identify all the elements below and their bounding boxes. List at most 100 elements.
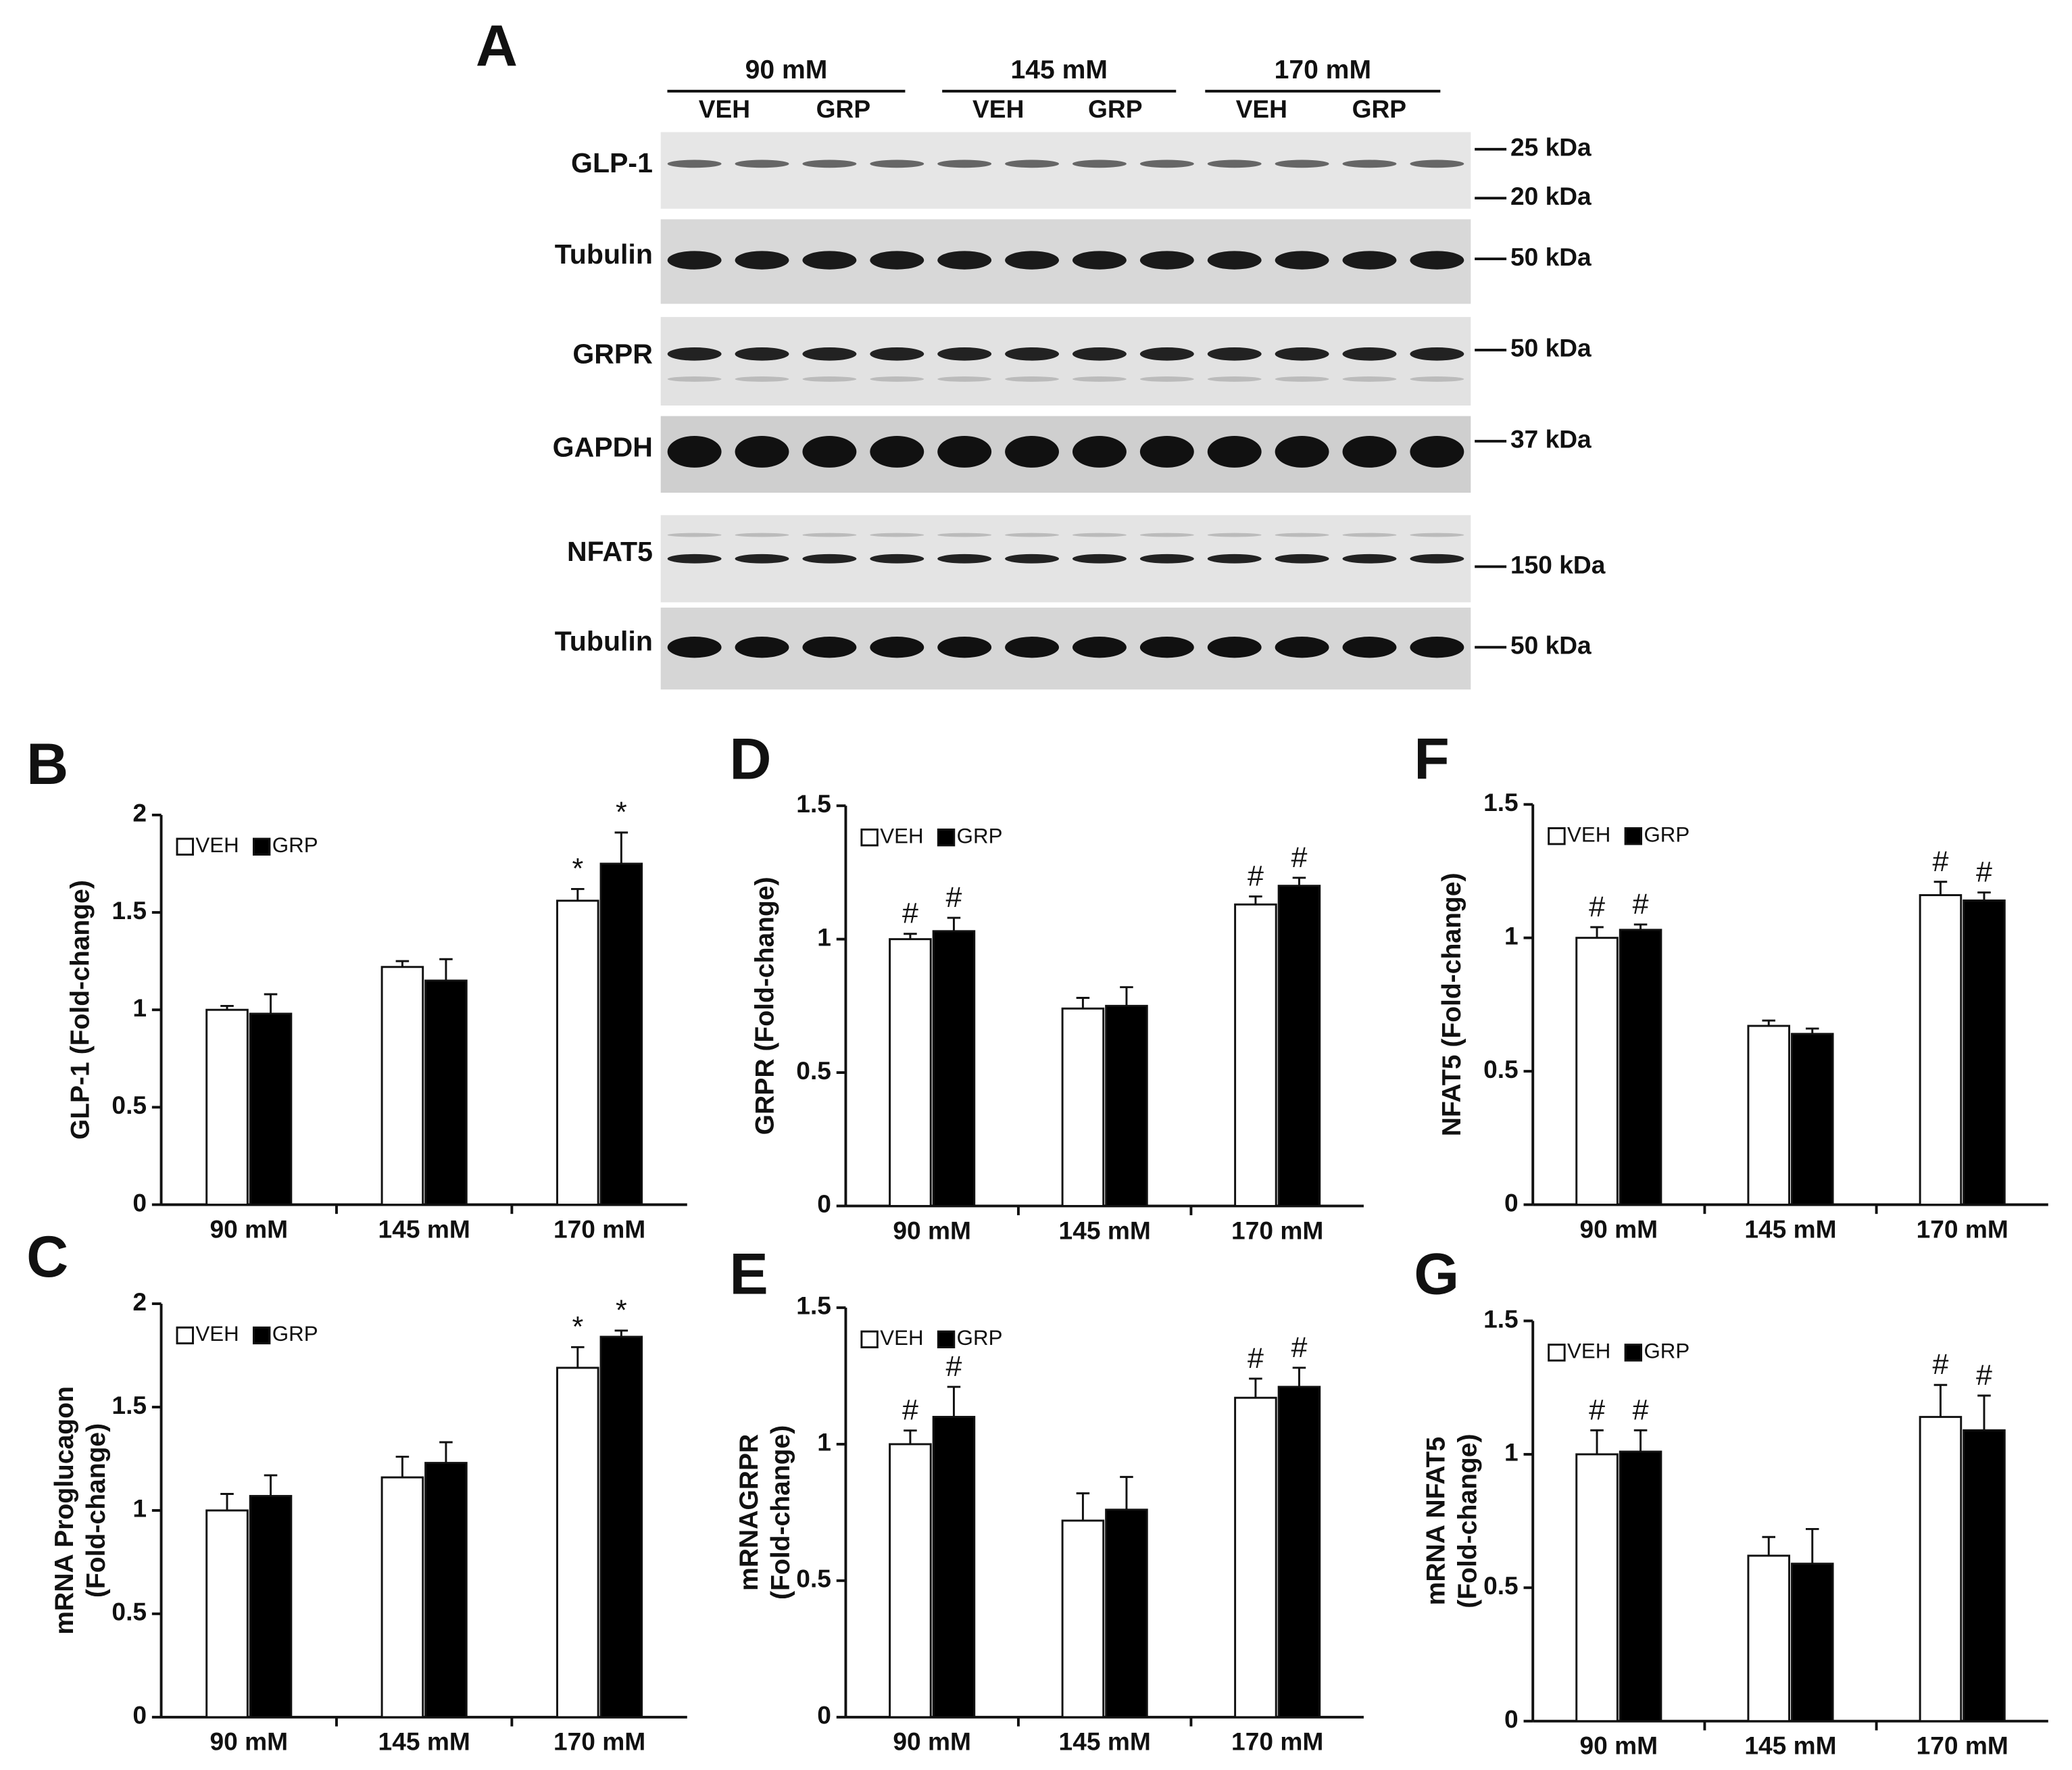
error-bar [439,1441,453,1463]
blot-band [1410,251,1464,270]
x-tick-label: 145 mM [1059,1216,1151,1244]
error-bar [1977,891,1991,901]
blot-band [1005,435,1060,468]
row-label: GAPDH [553,431,653,462]
blot-band [1410,637,1464,658]
blot-strip [660,317,1471,406]
blot-band [937,554,992,564]
lane-label: GRP [1352,95,1406,123]
bar [1061,1519,1105,1719]
y-tick-label: 1.5 [1483,788,1519,816]
error-bar [1977,1394,1991,1431]
blot-band [1207,347,1262,361]
y-tick-label: 0.5 [796,1056,831,1085]
x-tick-label: 90 mM [893,1727,971,1756]
bar [1277,1385,1321,1719]
legend-swatch [937,828,956,847]
group-label: 90 mM [745,55,828,84]
blot-band [1342,251,1397,270]
blot-band [1072,637,1127,658]
y-tick-label: 0 [817,1189,831,1218]
blot-band [937,251,992,270]
panel-label: B [26,732,68,797]
x-tick-label: 90 mM [893,1216,971,1244]
marker-label: 20 kDa [1510,182,1592,210]
bar [1105,1004,1148,1207]
x-tick-label: 145 mM [1744,1214,1836,1243]
group-label: 170 mM [1275,55,1371,84]
blot-band [1342,533,1397,537]
row-label: GLP-1 [571,147,653,178]
legend-swatch [1624,827,1643,845]
legend-swatch [1548,827,1566,845]
y-axis-label: GLP-1 (Fold-change) [66,880,95,1139]
blot-band [870,554,924,564]
legend-swatch [860,1330,879,1349]
bar [556,1367,599,1719]
blot-band [735,637,789,658]
error-bar [571,1346,585,1368]
error-bar [1762,1535,1776,1556]
blot-band [1410,159,1464,168]
legend-swatch [176,837,194,856]
significance-marker: # [1633,1394,1649,1426]
blot-band [870,347,924,361]
panel-label: A [476,14,518,78]
y-tick-label: 1.5 [796,789,831,818]
significance-marker: * [572,1310,583,1343]
y-tick-label: 2 [132,799,147,827]
blot-band [937,533,992,537]
blot-band [870,435,924,468]
y-tick-label: 0.5 [112,1091,147,1119]
blot-band [870,533,924,537]
x-tick-label: 90 mM [1580,1214,1658,1243]
legend-label: GRP [272,833,318,857]
error-bar [1590,1429,1604,1454]
significance-marker: # [1291,841,1307,874]
bar [249,1495,293,1719]
x-tick-label: 90 mM [209,1727,288,1756]
error-bar [1762,1019,1776,1026]
blot-band [1072,376,1127,382]
blot-band [1139,533,1194,537]
error-bar [264,993,278,1014]
legend-label: GRP [1644,1339,1689,1363]
blot-strip [660,416,1471,493]
blot-band [1342,435,1397,468]
blot-band [735,159,789,168]
y-tick-label: 0 [817,1701,831,1729]
blot-band [802,554,857,564]
blot-band [1005,554,1060,564]
y-tick-label: 1 [132,993,147,1022]
bar [599,1335,643,1719]
error-bar [1292,877,1306,886]
blot-band [802,159,857,168]
lane-label: VEH [1236,95,1287,123]
panel-label: E [729,1242,768,1307]
blot-band [1342,554,1397,564]
significance-marker: # [945,881,962,914]
error-bar [904,1429,917,1444]
blot-band [735,347,789,361]
legend-label: VEH [195,833,239,857]
blot-band [1072,435,1127,468]
bar [424,979,468,1206]
blot-strip [660,132,1471,209]
bar [1747,1554,1791,1723]
blot-band [1207,159,1262,168]
y-tick-label: 1.5 [1483,1304,1519,1333]
bar [424,1462,468,1719]
bar [932,1416,976,1719]
blot-band [1275,554,1329,564]
y-axis-label: (Fold-change) [1454,1433,1483,1608]
legend-label: VEH [1567,822,1610,846]
blot-band [1139,376,1194,382]
significance-marker: # [1589,1394,1605,1426]
bar [889,1443,932,1719]
significance-marker: # [1248,1342,1264,1375]
y-tick-label: 1 [817,923,831,951]
blot-band [1072,159,1127,168]
bar [1919,1416,1963,1723]
blot-band [667,376,722,382]
y-tick-label: 1.5 [112,896,147,925]
